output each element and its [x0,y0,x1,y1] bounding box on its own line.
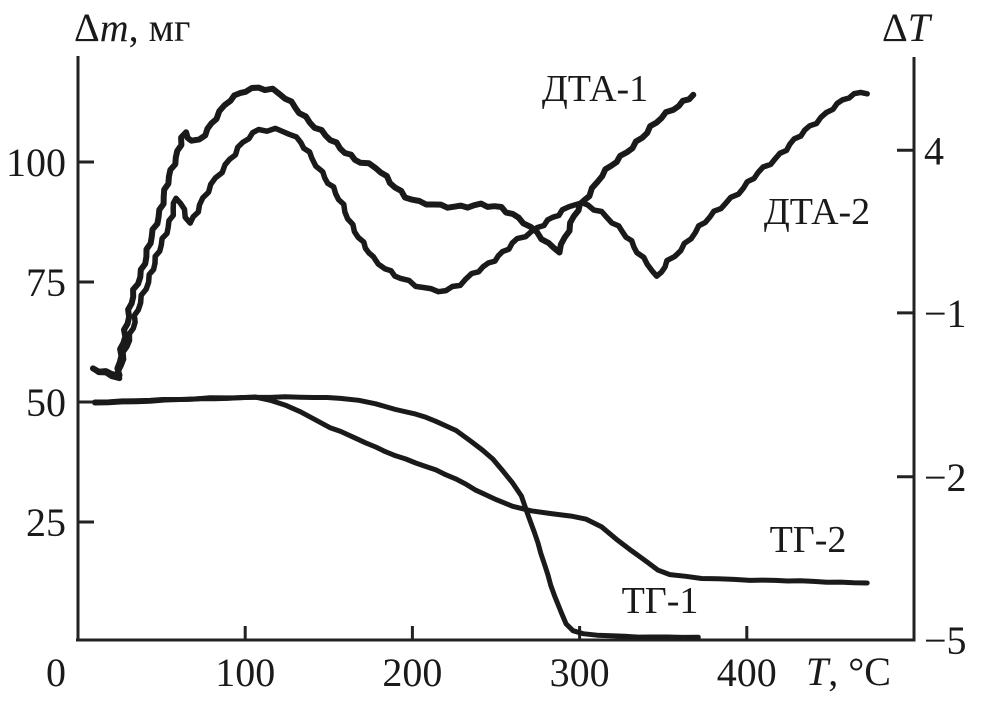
mass-symbol: m [99,5,129,50]
right-axis-tick-label: 4 [924,128,944,173]
x-axis-tick-label: 0 [46,650,66,695]
left-axis-title: Δm, мг [74,8,190,48]
temperature-symbol: T [806,649,829,694]
right-axis-tick-label: −2 [924,455,967,500]
curve-label: ТГ-2 [770,519,847,561]
delta-symbol: Δ [74,5,100,50]
delta-symbol: Δ [882,5,908,50]
right-axis-tick-label: −1 [924,291,967,336]
curve-tg-1 [92,394,701,640]
curve-dta-1 [90,84,697,379]
right-axis-title: ΔT [882,8,930,48]
x-axis-title: T, °C [806,652,891,692]
curve-label: ДТА-2 [764,191,870,233]
x-axis-tick-label: 400 [717,650,777,695]
temperature-diff-symbol: T [907,5,930,50]
left-axis-tick-label: 50 [26,380,66,425]
left-axis-tick-label: 100 [6,140,66,185]
curve-dta-2 [90,89,870,382]
curve-tg-2 [92,394,870,586]
right-axis-tick-label: −5 [924,618,967,663]
left-axis-tick-label: 75 [26,260,66,305]
curve-label: ТГ-1 [622,580,699,622]
left-axis-tick-label: 25 [26,500,66,545]
left-axis-units: , мг [128,5,191,50]
x-axis-units: , °C [828,649,891,694]
x-axis-tick-label: 200 [382,650,442,695]
x-axis-tick-label: 100 [215,650,275,695]
curve-label: ДТА-1 [542,68,648,110]
x-axis-tick-label: 300 [550,650,610,695]
